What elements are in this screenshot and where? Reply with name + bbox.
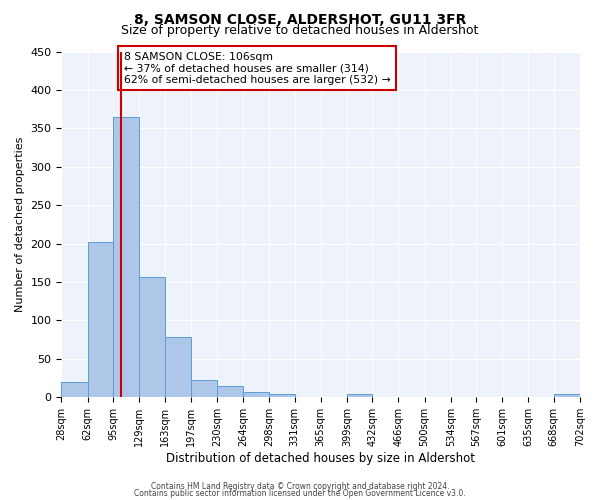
Bar: [347, 394, 372, 398]
Bar: [217, 386, 243, 398]
Bar: [269, 394, 295, 398]
Y-axis label: Number of detached properties: Number of detached properties: [15, 136, 25, 312]
Bar: [165, 338, 191, 398]
Bar: [191, 380, 217, 398]
Bar: [139, 276, 165, 398]
Text: 8 SAMSON CLOSE: 106sqm
← 37% of detached houses are smaller (314)
62% of semi-de: 8 SAMSON CLOSE: 106sqm ← 37% of detached…: [124, 52, 391, 84]
Text: Contains HM Land Registry data © Crown copyright and database right 2024.: Contains HM Land Registry data © Crown c…: [151, 482, 449, 491]
Text: Contains public sector information licensed under the Open Government Licence v3: Contains public sector information licen…: [134, 490, 466, 498]
Bar: [61, 382, 88, 398]
Text: 8, SAMSON CLOSE, ALDERSHOT, GU11 3FR: 8, SAMSON CLOSE, ALDERSHOT, GU11 3FR: [134, 12, 466, 26]
Text: Size of property relative to detached houses in Aldershot: Size of property relative to detached ho…: [121, 24, 479, 37]
Bar: [113, 117, 139, 398]
Bar: [554, 394, 580, 398]
Bar: [88, 242, 113, 398]
X-axis label: Distribution of detached houses by size in Aldershot: Distribution of detached houses by size …: [166, 452, 475, 465]
Bar: [243, 392, 269, 398]
